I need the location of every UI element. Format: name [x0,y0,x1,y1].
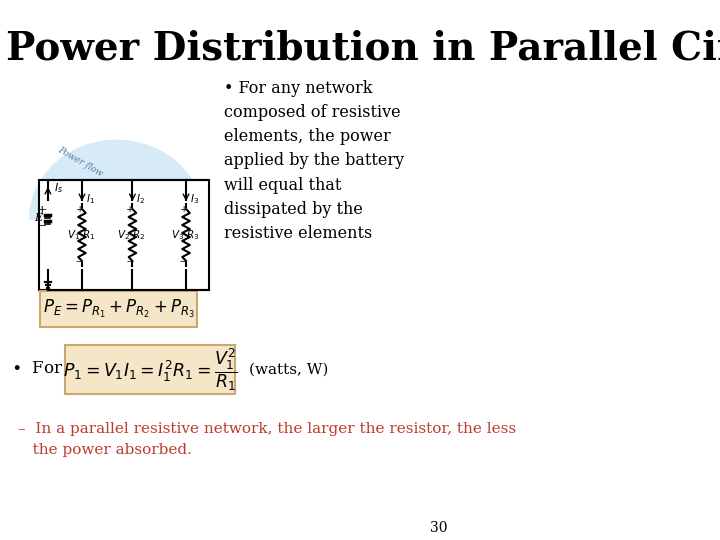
Text: –: – [38,218,46,232]
Text: $R_1$: $R_1$ [81,228,95,242]
Text: $R_3$: $R_3$ [186,228,199,242]
Text: –: – [180,256,185,266]
FancyBboxPatch shape [40,291,197,327]
Text: Power flow: Power flow [57,145,105,179]
Text: +: + [37,204,48,217]
Text: 30: 30 [430,521,448,535]
Text: $I_s$: $I_s$ [53,181,63,195]
Text: (watts, W): (watts, W) [249,363,328,377]
FancyBboxPatch shape [39,180,210,290]
Text: +: + [126,205,135,213]
Text: $I_2$: $I_2$ [136,192,145,206]
Text: $R_2$: $R_2$ [132,228,145,242]
Text: $P_E = P_{R_1} + P_{R_2} + P_{R_3}$: $P_E = P_{R_1} + P_{R_2} + P_{R_3}$ [42,298,194,320]
Text: $\bullet$  For $R_1$: $\bullet$ For $R_1$ [12,358,87,378]
Text: –: – [126,256,132,266]
Text: +: + [76,205,84,213]
Text: $V_3$: $V_3$ [171,228,184,242]
Text: Power Distribution in Parallel Circuit: Power Distribution in Parallel Circuit [6,30,720,68]
Text: –  In a parallel resistive network, the larger the resistor, the less
   the pow: – In a parallel resistive network, the l… [18,422,516,457]
Text: • For any network
composed of resistive
elements, the power
applied by the batte: • For any network composed of resistive … [224,80,404,242]
Text: –: – [76,256,81,266]
FancyBboxPatch shape [65,345,235,394]
Text: $I_1$: $I_1$ [86,192,95,206]
Text: E: E [34,213,42,223]
Text: $V_1$: $V_1$ [67,228,80,242]
Text: $P_1 = V_1 I_1 = I_1^2 R_1 = \dfrac{V_1^2}{R_1}$: $P_1 = V_1 I_1 = I_1^2 R_1 = \dfrac{V_1^… [63,347,238,393]
Text: $I_3$: $I_3$ [190,192,199,206]
Text: $V_2$: $V_2$ [117,228,130,242]
Text: +: + [180,205,188,213]
